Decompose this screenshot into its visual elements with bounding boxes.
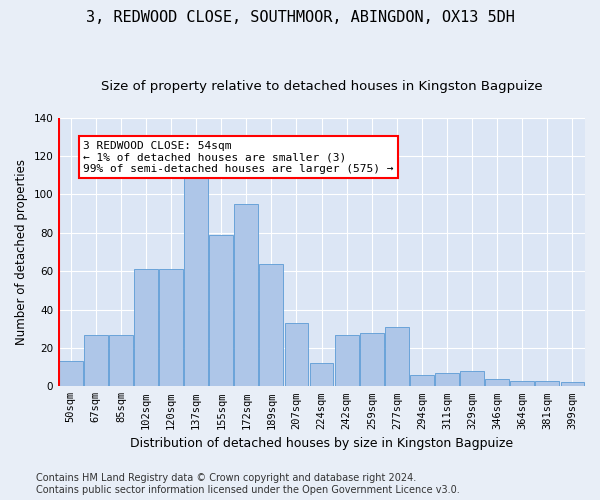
Text: 3, REDWOOD CLOSE, SOUTHMOOR, ABINGDON, OX13 5DH: 3, REDWOOD CLOSE, SOUTHMOOR, ABINGDON, O… [86, 10, 514, 25]
Bar [535, 380, 559, 386]
Bar [485, 378, 509, 386]
Bar [259, 264, 283, 386]
Bar [310, 364, 334, 386]
Bar [410, 375, 434, 386]
Bar [184, 170, 208, 386]
X-axis label: Distribution of detached houses by size in Kingston Bagpuize: Distribution of detached houses by size … [130, 437, 513, 450]
Bar [360, 332, 383, 386]
Bar [435, 373, 459, 386]
Bar [109, 334, 133, 386]
Y-axis label: Number of detached properties: Number of detached properties [15, 159, 28, 345]
Bar [511, 380, 534, 386]
Bar [59, 362, 83, 386]
Title: Size of property relative to detached houses in Kingston Bagpuize: Size of property relative to detached ho… [101, 80, 542, 93]
Bar [284, 323, 308, 386]
Bar [159, 270, 183, 386]
Bar [235, 204, 258, 386]
Bar [134, 270, 158, 386]
Bar [209, 235, 233, 386]
Bar [460, 371, 484, 386]
Text: 3 REDWOOD CLOSE: 54sqm
← 1% of detached houses are smaller (3)
99% of semi-detac: 3 REDWOOD CLOSE: 54sqm ← 1% of detached … [83, 141, 394, 174]
Text: Contains HM Land Registry data © Crown copyright and database right 2024.
Contai: Contains HM Land Registry data © Crown c… [36, 474, 460, 495]
Bar [385, 327, 409, 386]
Bar [560, 382, 584, 386]
Bar [335, 334, 359, 386]
Bar [84, 334, 108, 386]
